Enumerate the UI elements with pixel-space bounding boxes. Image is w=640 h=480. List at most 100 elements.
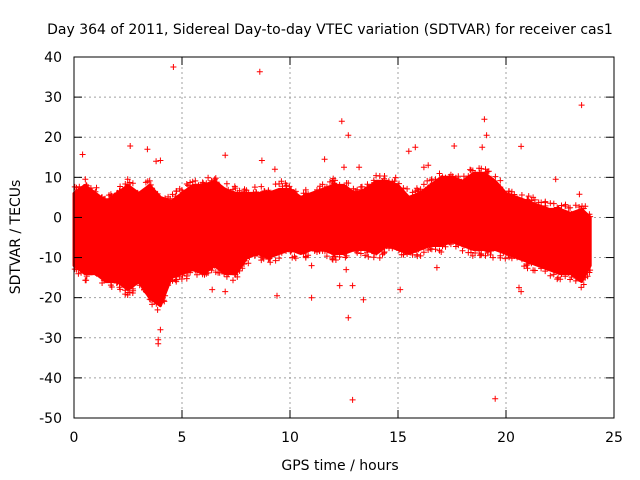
data-point	[288, 245, 295, 251]
data-point	[352, 188, 359, 195]
data-point	[582, 203, 589, 210]
data-point	[260, 191, 267, 198]
data-point	[582, 274, 589, 281]
data-point	[92, 269, 99, 276]
data-point	[483, 247, 490, 254]
data-point	[169, 277, 176, 284]
data-point	[230, 277, 236, 284]
data-point	[396, 245, 403, 252]
data-point	[314, 249, 320, 255]
data-point	[413, 251, 420, 258]
data-point	[189, 178, 196, 185]
data-point	[460, 173, 467, 180]
data-point	[586, 269, 593, 276]
data-point	[212, 175, 219, 182]
x-tick-label: 0	[70, 430, 79, 446]
data-point	[505, 188, 512, 195]
data-point	[283, 182, 290, 189]
outlier-point	[258, 157, 265, 164]
data-point	[565, 205, 572, 211]
outlier-point	[451, 143, 458, 149]
data-point	[173, 188, 180, 194]
data-point	[557, 276, 564, 283]
y-axis-label: SDTVAR / TECUs	[8, 180, 24, 295]
data-point	[352, 243, 359, 250]
data-point	[497, 184, 504, 191]
data-point	[557, 206, 564, 213]
data-point	[225, 270, 232, 277]
data-point	[530, 194, 537, 201]
outlier-point	[490, 254, 496, 261]
data-point	[420, 181, 427, 188]
data-point	[359, 183, 365, 190]
data-point	[116, 187, 123, 194]
data-point	[82, 176, 89, 183]
data-point	[89, 269, 96, 276]
x-tick-label: 10	[281, 430, 299, 446]
data-point	[261, 251, 268, 258]
data-point	[160, 297, 167, 304]
data-point	[300, 250, 307, 257]
data-point	[547, 272, 554, 279]
y-tick-label: 20	[44, 130, 62, 146]
plot-frame	[73, 56, 615, 419]
data-point	[246, 192, 253, 199]
data-point	[93, 270, 100, 277]
data-point	[467, 246, 474, 252]
y-tick-label: -40	[39, 371, 62, 387]
data-point	[396, 186, 403, 193]
data-point	[141, 287, 148, 293]
data-envelope	[72, 171, 592, 308]
data-point	[292, 188, 299, 195]
data-point	[576, 204, 583, 210]
data-point	[116, 284, 123, 291]
outlier-point	[278, 178, 285, 185]
outlier-point	[144, 146, 151, 153]
data-point	[223, 180, 230, 187]
data-point	[396, 180, 402, 187]
data-point	[126, 289, 133, 296]
outlier-point	[360, 296, 367, 303]
data-point	[386, 180, 393, 187]
data-point	[113, 190, 120, 197]
data-point	[467, 166, 474, 173]
data-point	[303, 191, 310, 198]
data-point	[386, 179, 392, 186]
data-point	[336, 253, 343, 260]
data-point	[371, 250, 378, 257]
data-point	[117, 183, 124, 190]
data-point	[354, 249, 361, 256]
data-point	[149, 301, 156, 308]
outlier-point	[345, 314, 352, 321]
data-point	[558, 271, 565, 278]
outlier-point	[127, 143, 134, 149]
data-point	[211, 176, 218, 183]
outlier-point	[405, 148, 412, 155]
data-point	[187, 179, 194, 186]
data-point	[573, 211, 580, 218]
data-point	[442, 243, 449, 250]
data-point	[436, 170, 443, 177]
data-point	[134, 276, 141, 283]
x-tick-label: 25	[605, 430, 623, 446]
data-points	[71, 64, 594, 403]
data-point	[550, 200, 557, 207]
data-point	[258, 183, 265, 190]
outlier-point	[341, 164, 347, 171]
data-point	[417, 252, 424, 259]
data-point	[562, 267, 569, 274]
outlier-point	[518, 288, 525, 295]
data-point	[524, 197, 531, 204]
outlier-point	[349, 282, 356, 289]
data-point	[314, 186, 320, 193]
data-point	[542, 263, 549, 269]
data-point	[341, 250, 348, 257]
data-point	[524, 261, 531, 267]
data-point	[336, 181, 343, 188]
data-point	[241, 261, 247, 267]
data-point	[508, 188, 515, 195]
data-point	[283, 248, 289, 254]
data-point	[332, 257, 339, 263]
data-point	[411, 194, 417, 201]
outlier-point	[356, 164, 363, 171]
